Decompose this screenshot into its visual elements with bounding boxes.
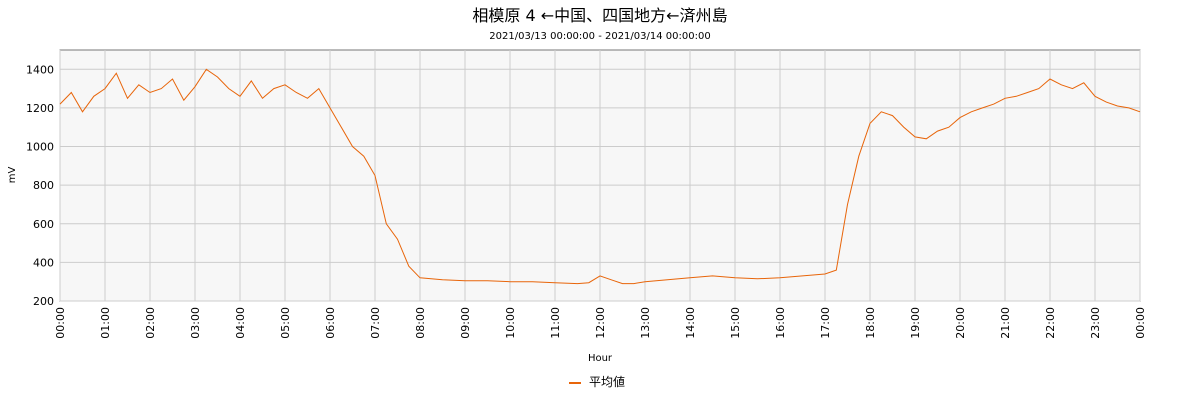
y-tick-label: 600 xyxy=(33,218,54,231)
chart-title: 相模原 4 ←中国、四国地方←済州島 xyxy=(472,6,727,25)
y-tick-label: 800 xyxy=(33,179,54,192)
x-tick-label: 10:00 xyxy=(504,307,517,339)
legend-label: 平均値 xyxy=(589,374,625,389)
grid-lines xyxy=(59,50,1141,302)
x-tick-label: 13:00 xyxy=(639,307,652,339)
x-tick-label: 20:00 xyxy=(954,307,967,339)
x-tick-label: 16:00 xyxy=(774,307,787,339)
x-tick-label: 22:00 xyxy=(1044,307,1057,339)
y-axis-label: mV xyxy=(7,167,18,184)
x-tick-label: 03:00 xyxy=(189,307,202,339)
x-tick-label: 18:00 xyxy=(864,307,877,339)
series-line xyxy=(59,68,1141,285)
x-tick-label: 00:00 xyxy=(1134,307,1147,339)
x-tick-label: 01:00 xyxy=(99,307,112,339)
x-tick-label: 02:00 xyxy=(144,307,157,339)
legend: 平均値 xyxy=(569,374,625,389)
x-tick-label: 06:00 xyxy=(324,307,337,339)
x-tick-label: 19:00 xyxy=(909,307,922,339)
x-tick-label: 05:00 xyxy=(279,307,292,339)
x-tick-label: 11:00 xyxy=(549,307,562,339)
x-axis-label: Hour xyxy=(588,353,613,364)
y-tick-label: 1000 xyxy=(26,141,54,154)
x-tick-label: 07:00 xyxy=(369,307,382,339)
y-tick-label: 1400 xyxy=(26,63,54,76)
x-tick-label: 15:00 xyxy=(729,307,742,339)
x-tick-label: 21:00 xyxy=(999,307,1012,339)
x-tick-label: 04:00 xyxy=(234,307,247,339)
chart-subtitle: 2021/03/13 00:00:00 - 2021/03/14 00:00:0… xyxy=(489,31,710,42)
y-tick-label: 1200 xyxy=(26,102,54,115)
x-tick-label: 17:00 xyxy=(819,307,832,339)
x-tick-label: 08:00 xyxy=(414,307,427,339)
y-tick-label: 200 xyxy=(33,295,54,308)
x-tick-label: 14:00 xyxy=(684,307,697,339)
y-axis-ticks: 200 400 600 800 1000 1200 1400 xyxy=(26,63,54,308)
x-tick-label: 23:00 xyxy=(1089,307,1102,339)
x-axis-ticks: 00:00 01:00 02:00 03:00 04:00 05:00 06:00 07:00… xyxy=(54,307,1147,339)
x-tick-label: 09:00 xyxy=(459,307,472,339)
legend-swatch xyxy=(569,382,581,384)
x-tick-label: 00:00 xyxy=(54,307,67,339)
y-tick-label: 400 xyxy=(33,256,54,269)
x-tick-label: 12:00 xyxy=(594,307,607,339)
